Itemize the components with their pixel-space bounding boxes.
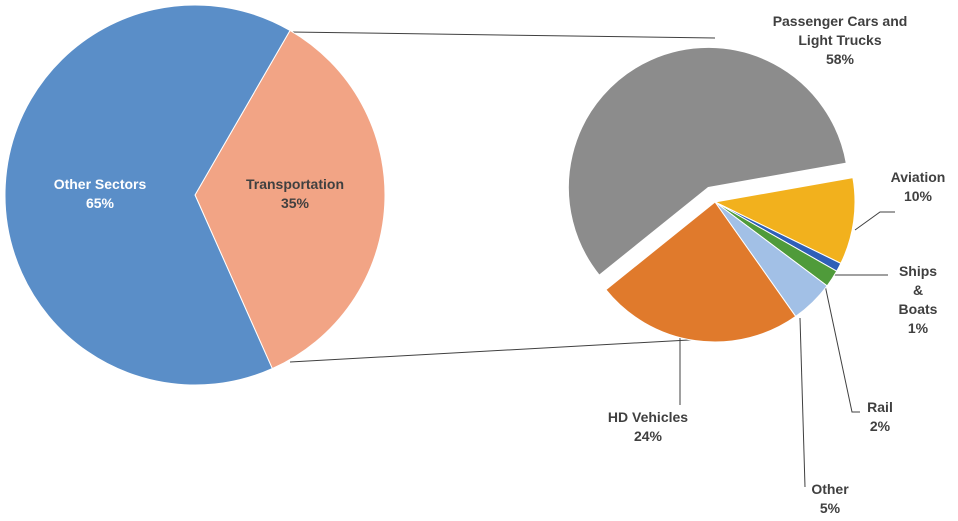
category-name: Passenger Cars and Light Trucks	[772, 13, 908, 48]
slice-label: HD Vehicles 24%	[608, 408, 688, 446]
category-name: Rail	[867, 399, 893, 415]
category-name: HD Vehicles	[607, 409, 689, 425]
slice-label: Aviation 10%	[891, 168, 946, 206]
slice-label: Passenger Cars and Light Trucks 58%	[770, 12, 910, 69]
value-label: 5%	[819, 500, 841, 516]
leader-line	[824, 284, 860, 413]
connector-line	[289, 31, 716, 39]
pie-slice	[713, 177, 856, 265]
slice-label: Rail 2%	[867, 398, 893, 436]
value-label: 10%	[903, 188, 933, 204]
slice-label: Transportation 35%	[246, 175, 344, 213]
leader-line	[854, 211, 895, 231]
pie-slice	[605, 201, 797, 343]
pie-slice	[194, 29, 386, 370]
connector-line	[289, 337, 726, 363]
slice-label: Other Sectors 65%	[54, 175, 147, 213]
category-name: Other Sectors	[53, 176, 147, 192]
leader-line	[799, 317, 806, 488]
pie-slice	[567, 46, 847, 276]
slice-label: Other 5%	[811, 480, 848, 518]
category-name: Transportation	[245, 176, 345, 192]
value-label: 24%	[633, 428, 663, 444]
value-label: 1%	[907, 320, 929, 336]
category-name: Ships & Boats	[898, 263, 938, 317]
category-name: Aviation	[890, 169, 946, 185]
slice-label: Ships & Boats 1%	[898, 262, 938, 338]
value-label: 65%	[85, 195, 115, 211]
value-label: 58%	[825, 51, 855, 67]
leader-line	[679, 334, 700, 405]
value-label: 35%	[280, 195, 310, 211]
pie-slice	[4, 4, 291, 386]
value-label: 2%	[869, 418, 891, 434]
category-name: Other	[811, 481, 849, 497]
